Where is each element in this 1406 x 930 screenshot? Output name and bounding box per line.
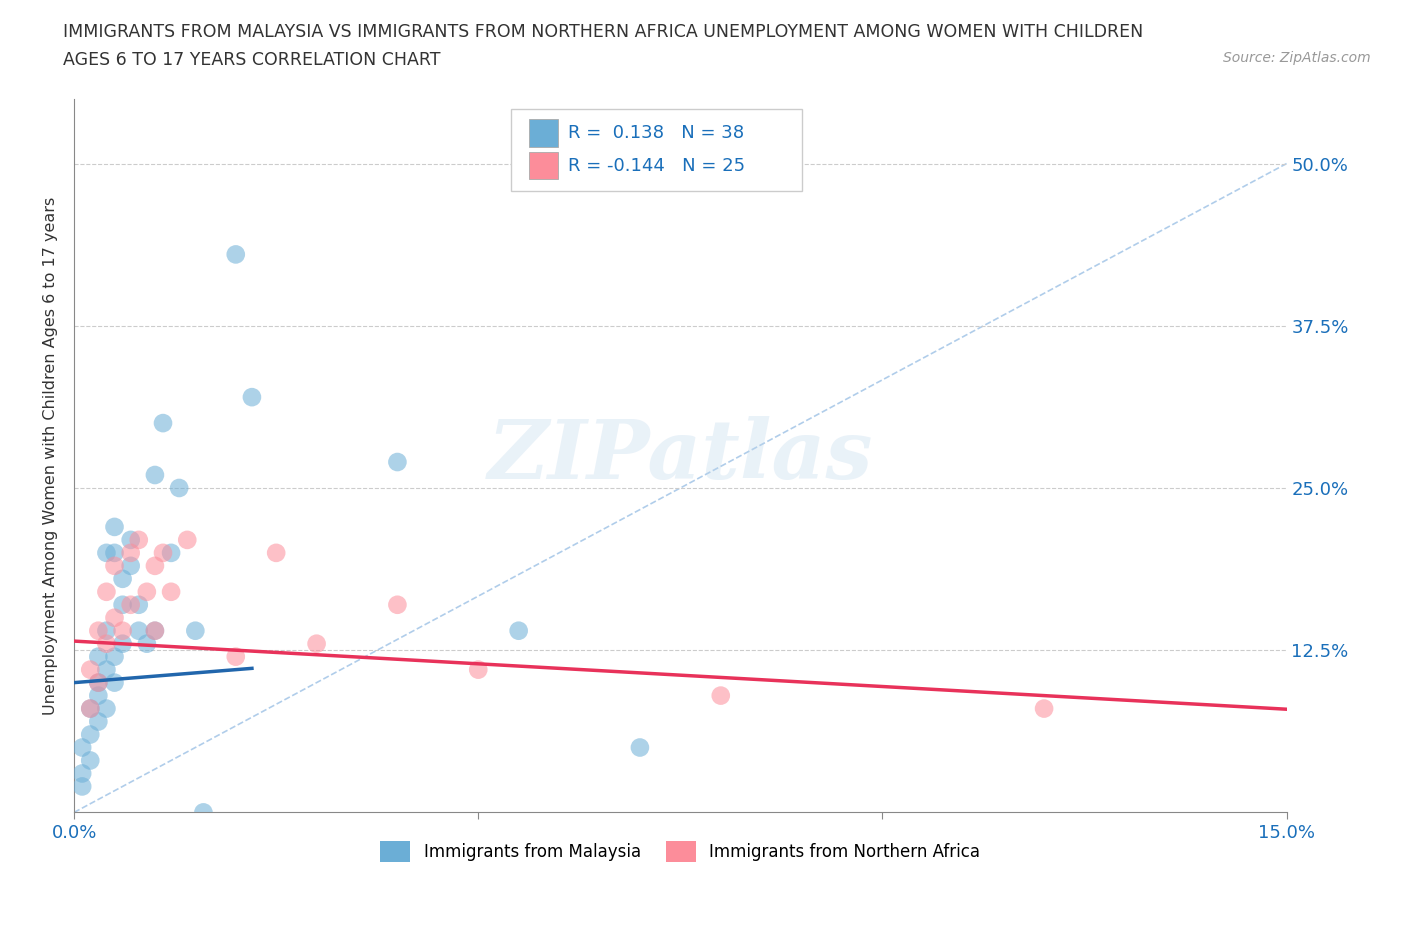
Point: [79, 753, 101, 768]
Point: [143, 468, 166, 483]
Point: [508, 623, 530, 638]
Point: [160, 584, 183, 599]
Point: [305, 636, 328, 651]
Point: [120, 597, 142, 612]
Point: [87, 675, 110, 690]
Point: [79, 727, 101, 742]
Point: [111, 597, 134, 612]
Point: [167, 481, 190, 496]
Text: ZIPatlas: ZIPatlas: [488, 416, 873, 496]
Point: [143, 623, 166, 638]
Point: [128, 597, 150, 612]
Point: [79, 701, 101, 716]
Point: [152, 416, 174, 431]
Text: R =  0.138   N = 38: R = 0.138 N = 38: [568, 124, 744, 142]
Point: [240, 390, 263, 405]
Point: [103, 610, 125, 625]
Point: [225, 247, 247, 262]
Point: [143, 558, 166, 573]
Text: Source: ZipAtlas.com: Source: ZipAtlas.com: [1223, 51, 1371, 65]
Bar: [529, 119, 558, 147]
Point: [264, 545, 287, 560]
Legend: Immigrants from Malaysia, Immigrants from Northern Africa: Immigrants from Malaysia, Immigrants fro…: [374, 834, 987, 869]
Point: [120, 558, 142, 573]
Point: [135, 584, 157, 599]
Point: [193, 805, 215, 820]
Point: [87, 675, 110, 690]
Point: [1033, 701, 1056, 716]
Point: [387, 597, 409, 612]
Point: [103, 545, 125, 560]
Point: [467, 662, 489, 677]
Bar: [529, 153, 558, 179]
Point: [96, 636, 118, 651]
Point: [103, 558, 125, 573]
Point: [111, 636, 134, 651]
Point: [225, 649, 247, 664]
Point: [120, 545, 142, 560]
Point: [103, 675, 125, 690]
Point: [628, 740, 651, 755]
Point: [79, 701, 101, 716]
Point: [79, 662, 101, 677]
Point: [135, 636, 157, 651]
Point: [120, 533, 142, 548]
Point: [152, 545, 174, 560]
Text: R = -0.144   N = 25: R = -0.144 N = 25: [568, 157, 745, 175]
Point: [111, 571, 134, 586]
Point: [87, 714, 110, 729]
Point: [96, 623, 118, 638]
Point: [70, 766, 93, 781]
Point: [96, 545, 118, 560]
Point: [70, 779, 93, 794]
Text: AGES 6 TO 17 YEARS CORRELATION CHART: AGES 6 TO 17 YEARS CORRELATION CHART: [63, 51, 440, 69]
Text: IMMIGRANTS FROM MALAYSIA VS IMMIGRANTS FROM NORTHERN AFRICA UNEMPLOYMENT AMONG W: IMMIGRANTS FROM MALAYSIA VS IMMIGRANTS F…: [63, 23, 1143, 41]
Point: [184, 623, 207, 638]
Point: [96, 662, 118, 677]
Point: [70, 740, 93, 755]
Point: [96, 701, 118, 716]
Point: [143, 623, 166, 638]
Point: [111, 623, 134, 638]
Point: [387, 455, 409, 470]
Point: [128, 623, 150, 638]
Point: [103, 649, 125, 664]
Point: [96, 584, 118, 599]
Point: [87, 688, 110, 703]
Point: [128, 533, 150, 548]
Point: [160, 545, 183, 560]
Y-axis label: Unemployment Among Women with Children Ages 6 to 17 years: Unemployment Among Women with Children A…: [44, 196, 58, 714]
Point: [87, 623, 110, 638]
Point: [176, 533, 198, 548]
Point: [87, 649, 110, 664]
Point: [710, 688, 733, 703]
FancyBboxPatch shape: [510, 110, 801, 192]
Point: [103, 520, 125, 535]
